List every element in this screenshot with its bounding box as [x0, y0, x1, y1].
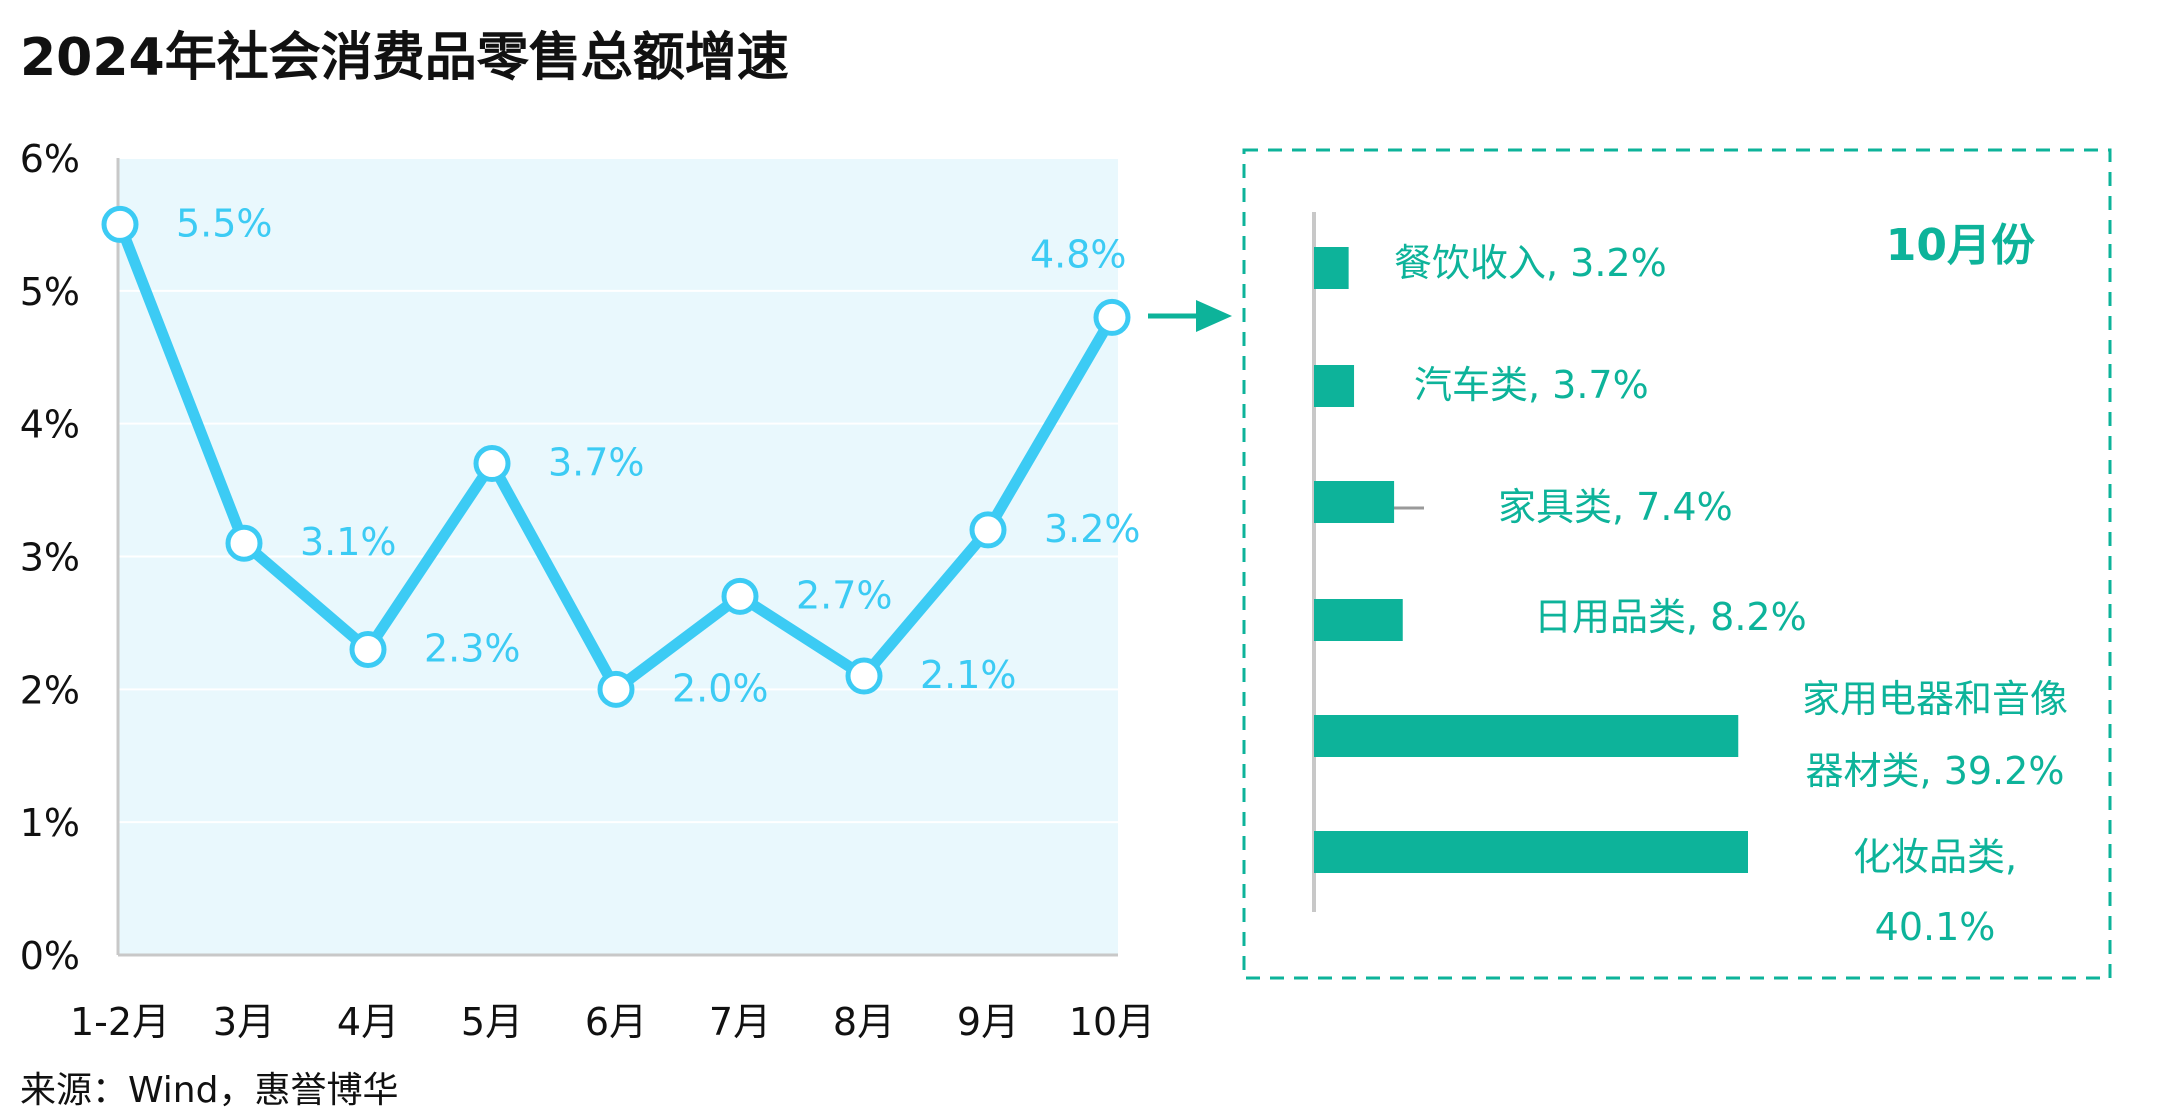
- data-label: 5.5%: [176, 201, 273, 245]
- bar-label: 家用电器和音像: [1802, 677, 2068, 721]
- data-label: 4.8%: [1030, 232, 1127, 276]
- bar-label: 日用品类, 8.2%: [1534, 595, 1807, 639]
- data-labels: 5.5% 3.1% 2.3% 3.7% 2.0% 2.7% 2.1% 3.2% 4.8%: [176, 201, 1141, 710]
- x-tick-label: 10月: [1069, 1000, 1155, 1044]
- x-tick-label: 9月: [957, 1000, 1019, 1044]
- bar-label: 家具类, 7.4%: [1498, 485, 1733, 529]
- line-chart: 0% 1% 2% 3% 4% 5% 6% 1-2月 3月 4月 5月 6月 7月 8月 9月 10月 5.5…: [20, 137, 1155, 1044]
- x-tick-label: 6月: [585, 1000, 647, 1044]
- bar-label: 化妆品类,: [1853, 835, 2017, 879]
- data-point: [845, 657, 883, 695]
- bars: 餐饮收入, 3.2% 汽车类, 3.7% 家具类, 7.4% 日用品类, 8.2% 家用…: [1314, 241, 2068, 949]
- data-label: 2.3%: [424, 626, 521, 670]
- x-tick-label: 5月: [461, 1000, 523, 1044]
- y-tick-label: 0%: [20, 934, 80, 978]
- source-note: 来源：Wind，惠誉博华: [20, 1070, 398, 1111]
- y-tick-label: 1%: [20, 801, 80, 845]
- x-tick-label: 7月: [709, 1000, 771, 1044]
- x-tick-label: 1-2月: [70, 1000, 170, 1044]
- chart-title: 2024年社会消费品零售总额增速: [20, 28, 789, 88]
- data-point: [101, 205, 139, 243]
- y-tick-label: 5%: [20, 270, 80, 314]
- bar-panel: 10月份 餐饮收入, 3.2% 汽车类, 3.7% 家具类, 7.4% 日用品类, 8…: [1242, 148, 2112, 980]
- bar: [1314, 481, 1395, 523]
- bar-label: 餐饮收入, 3.2%: [1394, 241, 1667, 285]
- data-label: 3.7%: [548, 441, 645, 485]
- bar: [1314, 715, 1739, 757]
- data-point: [349, 630, 387, 668]
- bar: [1314, 599, 1403, 641]
- data-label: 2.0%: [672, 666, 769, 710]
- data-point: [473, 445, 511, 483]
- arrow-connector: [1148, 300, 1232, 332]
- data-label: 2.1%: [920, 653, 1017, 697]
- bar: [1314, 247, 1349, 289]
- bar-label: 40.1%: [1875, 905, 1996, 949]
- data-label: 2.7%: [796, 573, 893, 617]
- bar-panel-title: 10月份: [1886, 220, 2035, 271]
- data-label: 3.1%: [300, 520, 397, 564]
- y-axis: 0% 1% 2% 3% 4% 5% 6%: [20, 137, 1118, 978]
- panel-dashed-border: [1242, 148, 2112, 980]
- data-point: [721, 577, 759, 615]
- x-tick-label: 8月: [833, 1000, 895, 1044]
- bar: [1314, 831, 1748, 873]
- arrow-head: [1196, 300, 1232, 332]
- line-series: [101, 205, 1131, 708]
- data-label: 3.2%: [1044, 507, 1141, 551]
- bar-label: 器材类, 39.2%: [1806, 749, 2065, 793]
- data-point: [225, 524, 263, 562]
- x-tick-label: 3月: [213, 1000, 275, 1044]
- bar-label: 汽车类, 3.7%: [1414, 363, 1649, 407]
- x-tick-label: 4月: [337, 1000, 399, 1044]
- y-tick-label: 4%: [20, 403, 80, 447]
- y-tick-label: 3%: [20, 536, 80, 580]
- y-tick-label: 2%: [20, 668, 80, 712]
- data-point: [1093, 298, 1131, 336]
- bar: [1314, 365, 1355, 407]
- y-tick-label: 6%: [20, 137, 80, 181]
- data-point: [969, 511, 1007, 549]
- x-axis: 1-2月 3月 4月 5月 6月 7月 8月 9月 10月: [70, 1000, 1155, 1044]
- data-point: [597, 670, 635, 708]
